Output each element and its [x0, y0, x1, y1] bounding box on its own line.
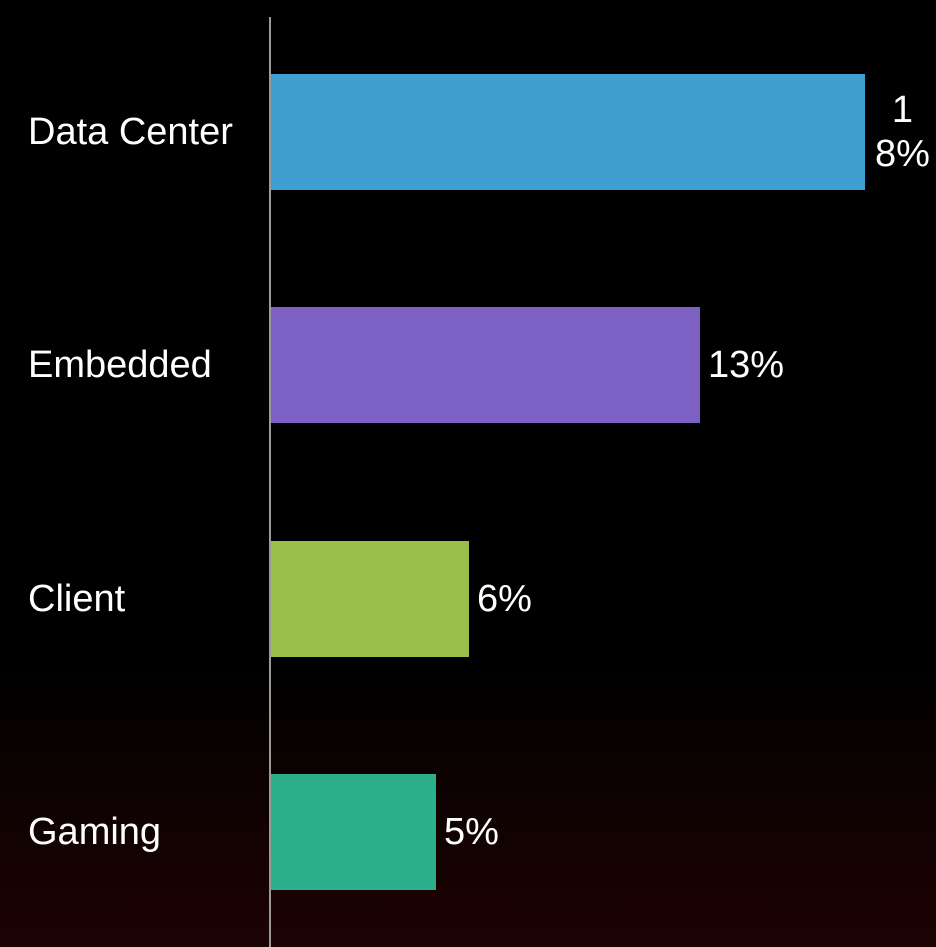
category-label: Gaming	[28, 810, 162, 853]
axis-line	[269, 17, 271, 947]
category-label: Data Center	[28, 111, 233, 153]
bar	[271, 540, 469, 657]
value-label: 5%	[444, 810, 499, 853]
bar	[271, 307, 700, 424]
value-label: 18%	[875, 89, 930, 175]
category-label: Client	[28, 577, 126, 620]
category-label: Embedded	[28, 344, 212, 387]
value-label: 6%	[477, 577, 532, 620]
bar	[271, 773, 436, 890]
value-label: 13%	[708, 344, 785, 387]
bar	[271, 74, 865, 190]
